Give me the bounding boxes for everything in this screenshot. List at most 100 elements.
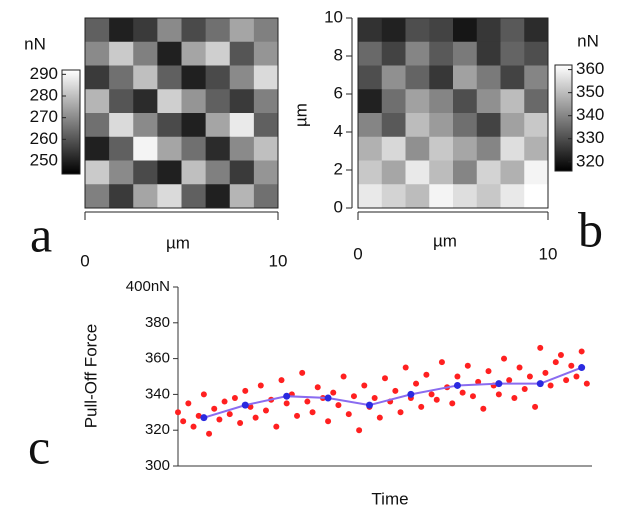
data-point xyxy=(273,423,280,430)
heatmap-cell xyxy=(524,113,549,138)
heatmap-cell xyxy=(429,113,454,138)
heatmap-cell xyxy=(253,113,279,138)
heatmap-cell xyxy=(429,160,454,185)
heatmap-cell xyxy=(253,184,279,209)
heatmap-cell xyxy=(524,89,549,114)
data-point xyxy=(340,373,347,380)
data-point xyxy=(423,371,430,378)
heatmap-cell xyxy=(358,89,383,114)
heatmap-cell xyxy=(405,41,430,66)
trend-point xyxy=(200,414,208,422)
colorbar-tick-label: 320 xyxy=(576,151,604,170)
data-point xyxy=(526,373,533,380)
data-point xyxy=(325,418,332,425)
trend-point xyxy=(283,392,291,400)
heatmap-cell xyxy=(476,160,501,185)
data-point xyxy=(418,403,425,410)
heatmap-cell xyxy=(181,89,207,114)
data-point xyxy=(449,400,456,407)
heatmap-cell xyxy=(205,41,231,66)
heatmap-cell xyxy=(453,41,478,66)
x-tick-label: 10 xyxy=(269,251,288,270)
heatmap-cell xyxy=(381,18,406,43)
data-point xyxy=(211,405,218,412)
trend-point xyxy=(453,381,461,389)
data-point xyxy=(345,411,352,418)
heatmap-cell xyxy=(381,160,406,185)
data-point xyxy=(330,389,337,396)
data-point xyxy=(356,427,363,434)
heatmap-cell xyxy=(229,160,255,185)
heatmap-cell xyxy=(429,89,454,114)
y-tick-label: 380 xyxy=(145,314,170,331)
heatmap-cell xyxy=(157,113,182,138)
heatmap-cell xyxy=(205,89,231,114)
data-point xyxy=(175,409,181,416)
heatmap-cell xyxy=(253,18,279,43)
heatmap-cell xyxy=(205,160,231,185)
heatmap-cell xyxy=(453,136,478,161)
heatmap-cell xyxy=(205,113,231,138)
colorbar-tick-label: 330 xyxy=(576,128,604,147)
y-axis-label: Pull-Off Force xyxy=(81,324,100,429)
data-point xyxy=(206,430,213,437)
data-point xyxy=(247,403,254,410)
heatmap-cell xyxy=(524,18,549,43)
x-axis-label: µm xyxy=(166,233,190,252)
heatmap-cell xyxy=(229,136,255,161)
data-point xyxy=(335,402,342,409)
panel-letter: c xyxy=(28,418,50,474)
colorbar-tick-label: 250 xyxy=(30,150,58,169)
x-tick-label: 10 xyxy=(539,244,558,263)
heatmap-cell xyxy=(405,18,430,43)
trend-point xyxy=(324,394,332,402)
heatmap-cell xyxy=(381,113,406,138)
heatmap-cell xyxy=(157,18,182,43)
heatmap-cell xyxy=(85,41,110,66)
heatmap-cell xyxy=(205,184,231,209)
data-point xyxy=(428,391,435,398)
heatmap-cell xyxy=(405,160,430,185)
y-tick-label: 340 xyxy=(145,385,170,402)
heatmap-cell xyxy=(253,41,279,66)
heatmap-cell xyxy=(133,41,158,66)
data-point xyxy=(573,373,580,380)
heatmap-cell xyxy=(524,65,549,90)
trend-point xyxy=(407,390,415,398)
heatmap-cell xyxy=(85,136,110,161)
data-point xyxy=(402,364,409,371)
heatmap-cell xyxy=(205,136,231,161)
colorbar-tick-label: 340 xyxy=(576,105,604,124)
heatmap-cell xyxy=(429,41,454,66)
data-point xyxy=(392,387,399,394)
colorbar xyxy=(554,64,573,172)
heatmap-cell xyxy=(429,136,454,161)
trend-point xyxy=(495,380,503,388)
data-point xyxy=(314,384,321,391)
heatmap-cell xyxy=(229,184,255,209)
data-point xyxy=(464,362,471,369)
heatmap-cell xyxy=(157,89,182,114)
heatmap-cell xyxy=(85,184,110,209)
heatmap-cell xyxy=(253,89,279,114)
trend-point xyxy=(241,401,249,409)
data-point xyxy=(237,420,244,427)
heatmap-cell xyxy=(229,65,255,90)
data-point xyxy=(542,369,549,376)
heatmap-cell xyxy=(133,113,158,138)
data-point xyxy=(195,412,202,419)
heatmap-cell xyxy=(157,136,182,161)
y-tick-label: 0 xyxy=(334,197,343,216)
heatmap-cell xyxy=(85,160,110,185)
data-point xyxy=(433,396,440,403)
colorbar-label: nN xyxy=(577,31,599,50)
data-point xyxy=(294,412,301,419)
heatmap-cell xyxy=(109,65,134,90)
heatmap-cell xyxy=(405,136,430,161)
y-tick-label: 6 xyxy=(334,83,343,102)
heatmap-cell xyxy=(381,136,406,161)
heatmap-cell xyxy=(133,136,158,161)
heatmap-cell xyxy=(109,18,134,43)
data-point xyxy=(495,391,502,398)
heatmap-cell xyxy=(429,65,454,90)
